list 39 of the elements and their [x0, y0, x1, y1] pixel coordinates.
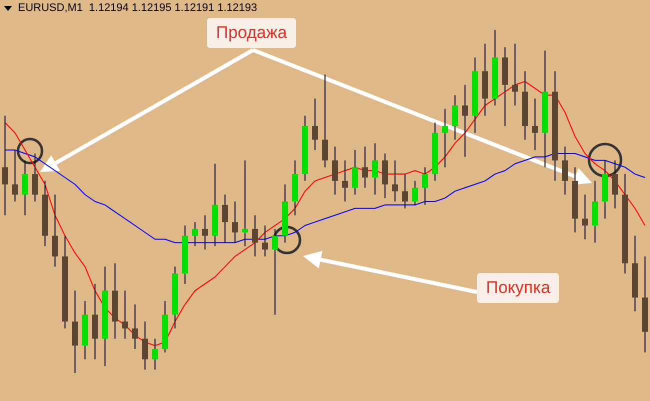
candlestick [462, 84, 468, 158]
candlestick [422, 166, 428, 206]
candlestick [332, 146, 338, 196]
candlestick [532, 98, 538, 151]
annotation: Покупка [477, 273, 560, 303]
candlestick [132, 304, 138, 350]
annotation: Продажа [207, 18, 296, 48]
candlestick [582, 194, 588, 240]
candlestick [262, 225, 268, 257]
candlestick [342, 160, 348, 202]
candlestick [152, 338, 158, 370]
candlestick [322, 74, 328, 168]
candlestick [222, 194, 228, 244]
candlestick [272, 228, 278, 316]
candlestick [242, 160, 248, 247]
candlestick [352, 150, 358, 196]
candlestick [2, 115, 8, 216]
candlestick [612, 160, 618, 209]
candlestick [122, 290, 128, 340]
candlestick [22, 160, 28, 216]
candlestick [312, 98, 318, 151]
candlestick [202, 214, 208, 250]
candlestick [452, 94, 458, 140]
candlestick [232, 201, 238, 244]
candlestick [372, 142, 378, 196]
candlestick [32, 152, 38, 202]
candlestick [192, 222, 198, 247]
candlestick [12, 150, 18, 202]
candlestick [52, 194, 58, 268]
candlestick [412, 180, 418, 206]
candlestick [392, 160, 398, 202]
chart-title: EURUSD,M1 1.12194 1.12195 1.12191 1.12193 [18, 2, 258, 14]
candlestick [142, 321, 148, 370]
candlestick [512, 43, 518, 106]
candlestick [362, 146, 368, 188]
candlestick [402, 174, 408, 209]
candlestick [252, 214, 258, 257]
candlestick [442, 108, 448, 168]
candlestick [562, 146, 568, 196]
